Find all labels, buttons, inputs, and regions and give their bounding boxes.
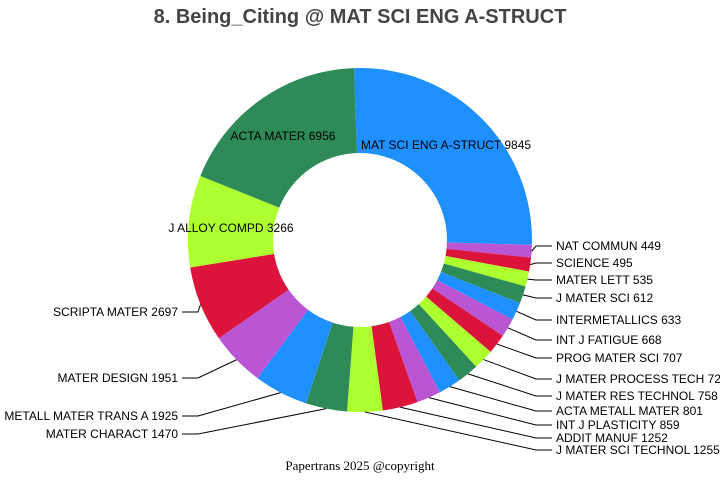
slice-intermetallics[interactable]	[437, 271, 521, 320]
slice-label: MATER LETT 535	[556, 273, 653, 287]
slice-j-mater-sci[interactable]	[440, 263, 526, 304]
leader-line	[182, 304, 202, 313]
slice-label: J MATER SCI TECHNOL 1255	[556, 443, 720, 457]
slice-label: MATER CHARACT 1470	[46, 427, 179, 441]
slice-j-alloy-compd[interactable]	[188, 175, 280, 268]
leader-line	[182, 408, 327, 435]
slice-label: ACTA METALL MATER 801	[556, 404, 703, 418]
slice-label: INT J FATIGUE 668	[556, 333, 662, 347]
leader-line	[530, 262, 552, 266]
slice-label: J MATER PROCESS TECH 725	[556, 372, 720, 386]
slice-acta-metall-mater[interactable]	[400, 310, 460, 393]
slice-label: ACTA MATER 6956	[231, 129, 336, 143]
slice-label: SCIENCE 495	[556, 256, 633, 270]
chart-title: 8. Being_Citing @ MAT SCI ENG A-STRUCT	[153, 6, 567, 28]
leader-line	[527, 278, 552, 281]
slice-science[interactable]	[445, 248, 532, 272]
leader-line	[516, 310, 552, 321]
slice-addit-manuf[interactable]	[371, 321, 418, 411]
copyright-footer: Papertrans 2025 @copyright	[285, 458, 435, 473]
leader-line	[531, 245, 552, 252]
slice-scripta-mater[interactable]	[190, 253, 289, 339]
slice-label: METALL MATER TRANS A 1925	[4, 409, 178, 423]
slice-label: ADDIT MANUF 1252	[556, 431, 668, 445]
leader-line	[428, 397, 552, 426]
leader-line	[483, 359, 552, 380]
leader-line	[496, 343, 552, 359]
slice-metall-mater-trans-a[interactable]	[257, 309, 333, 404]
slice-label: INT J PLASTICITY 859	[556, 418, 680, 432]
slice-mat-sci-eng-a-struct[interactable]	[353, 68, 532, 245]
slice-mater-charact[interactable]	[306, 322, 354, 412]
slice-j-mater-sci-technol[interactable]	[347, 326, 383, 413]
leader-line	[400, 406, 552, 439]
slice-j-mater-process-tech[interactable]	[418, 296, 491, 367]
slice-label: J MATER RES TECHNOL 758	[556, 389, 718, 403]
slice-label: J MATER SCI 612	[556, 291, 653, 305]
slice-j-mater-res-technol[interactable]	[410, 304, 477, 381]
leader-line	[449, 386, 552, 412]
slice-label: INTERMETALLICS 633	[556, 313, 681, 327]
slice-mater-lett[interactable]	[443, 255, 530, 287]
slice-nat-commun[interactable]	[446, 242, 532, 258]
slice-int-j-fatigue[interactable]	[432, 280, 513, 336]
slice-label: PROG MATER SCI 707	[556, 351, 683, 365]
slice-label: NAT COMMUN 449	[556, 239, 661, 253]
leader-line	[182, 392, 281, 417]
slice-mater-design[interactable]	[218, 289, 309, 379]
slice-label: J ALLOY COMPD 3266	[168, 221, 294, 235]
leader-line	[507, 327, 552, 341]
slice-label: MAT SCI ENG A-STRUCT 9845	[361, 138, 531, 152]
slice-int-j-plasticity[interactable]	[389, 317, 440, 403]
leader-line	[182, 359, 237, 379]
leader-line	[467, 373, 552, 397]
slice-acta-mater[interactable]	[200, 68, 357, 208]
leader-line	[364, 411, 552, 451]
leader-line	[522, 294, 552, 299]
slice-label: SCRIPTA MATER 2697	[53, 305, 178, 319]
slice-label: MATER DESIGN 1951	[58, 371, 179, 385]
slice-prog-mater-sci[interactable]	[426, 288, 503, 352]
